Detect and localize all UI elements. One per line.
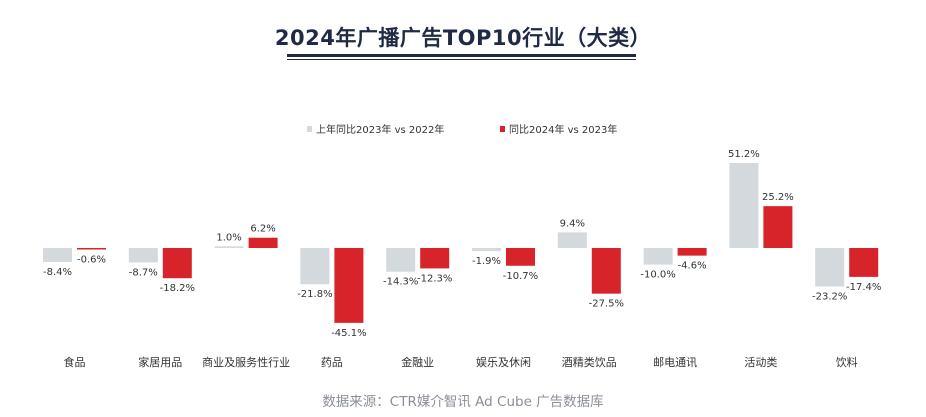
data-label: 6.2% bbox=[250, 224, 275, 235]
category-label: 药品 bbox=[321, 356, 343, 369]
bar bbox=[506, 248, 535, 266]
category-label: 金融业 bbox=[401, 355, 434, 369]
data-label: -17.4% bbox=[846, 282, 881, 293]
title-underline bbox=[287, 54, 636, 57]
data-label: -1.9% bbox=[472, 256, 501, 267]
bar bbox=[77, 248, 106, 250]
bar bbox=[557, 232, 587, 248]
category-label: 邮电通讯 bbox=[653, 356, 697, 369]
category-label: 娱乐及休闲 bbox=[476, 355, 531, 369]
data-label: -4.6% bbox=[678, 261, 707, 272]
bar bbox=[849, 248, 879, 277]
data-label: -10.0% bbox=[640, 270, 675, 281]
data-label: -27.5% bbox=[589, 299, 624, 310]
data-label: -8.7% bbox=[129, 267, 158, 278]
data-label: -14.3% bbox=[383, 277, 418, 288]
bar bbox=[386, 248, 416, 272]
data-label: 1.0% bbox=[216, 232, 241, 243]
data-label: 25.2% bbox=[762, 192, 794, 203]
bar bbox=[43, 248, 72, 262]
data-label: 51.2% bbox=[728, 149, 760, 160]
bar bbox=[300, 248, 330, 285]
data-label: 9.4% bbox=[560, 218, 585, 229]
legend-swatch bbox=[500, 126, 505, 132]
bar bbox=[162, 248, 192, 279]
category-label: 食品 bbox=[64, 355, 86, 369]
chart-title: 2024年广播广告TOP10行业（大类） bbox=[274, 26, 652, 50]
source-note: 数据来源：CTR媒介智讯 Ad Cube 广告数据库 bbox=[322, 394, 604, 410]
bar bbox=[420, 248, 450, 269]
data-label: -45.1% bbox=[331, 328, 366, 339]
category-label: 家居用品 bbox=[138, 355, 182, 369]
data-label: -10.7% bbox=[503, 271, 538, 282]
bar bbox=[248, 237, 278, 248]
bar bbox=[472, 248, 501, 252]
bar bbox=[677, 248, 707, 256]
data-label: -23.2% bbox=[812, 292, 847, 303]
data-label: -12.3% bbox=[417, 273, 452, 284]
legend-label: 上年同比2023年 vs 2022年 bbox=[316, 123, 444, 136]
category-label: 商业及服务性行业 bbox=[202, 355, 290, 369]
bar bbox=[128, 248, 158, 263]
bar bbox=[815, 248, 845, 287]
data-label: -0.6% bbox=[77, 255, 106, 266]
category-label: 活动类 bbox=[744, 355, 777, 369]
data-label: -18.2% bbox=[160, 283, 195, 294]
title-underline-thin bbox=[287, 59, 636, 60]
bar bbox=[591, 248, 621, 294]
data-label: -8.4% bbox=[43, 267, 72, 278]
bar bbox=[763, 206, 793, 248]
bar bbox=[729, 163, 759, 248]
data-label: -21.8% bbox=[297, 289, 332, 300]
category-label: 酒精类饮品 bbox=[562, 355, 617, 369]
bar bbox=[214, 246, 244, 248]
bar bbox=[643, 248, 673, 265]
bar bbox=[334, 248, 364, 323]
category-label: 饮料 bbox=[836, 355, 858, 369]
legend-label: 同比2024年 vs 2023年 bbox=[509, 123, 617, 136]
legend-swatch bbox=[307, 126, 312, 132]
